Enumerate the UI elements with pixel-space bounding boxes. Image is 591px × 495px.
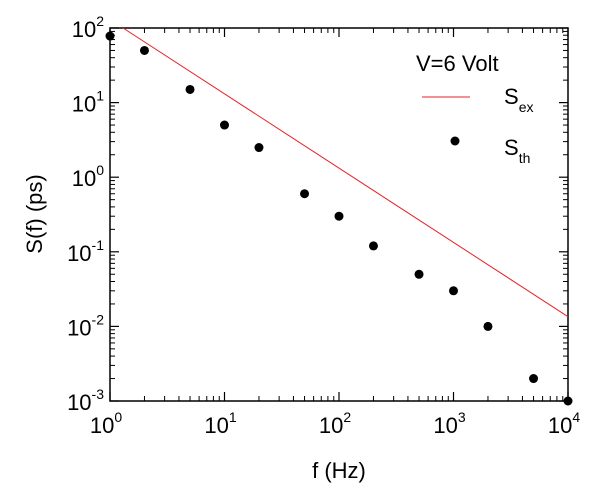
data-point-th bbox=[368, 241, 378, 251]
legend: V=6 Volt Sex Sth bbox=[416, 51, 533, 166]
x-tick-label: 101 bbox=[204, 409, 236, 438]
data-point-th bbox=[220, 120, 229, 130]
y-tick-label: 10-3 bbox=[67, 386, 104, 415]
y-tick-label: 10-2 bbox=[67, 311, 104, 340]
data-point-th bbox=[334, 211, 344, 221]
legend-entry-th-sub: th bbox=[519, 150, 531, 166]
legend-entry-ex-main: S bbox=[504, 84, 519, 109]
data-point-th bbox=[300, 189, 310, 199]
y-tick-label: 102 bbox=[72, 13, 104, 42]
legend-entry-ex: Sex bbox=[504, 84, 533, 115]
series-line-ex bbox=[122, 27, 569, 318]
legend-title: V=6 Volt bbox=[416, 51, 499, 76]
x-tick-label: 103 bbox=[433, 409, 465, 438]
data-point-th bbox=[483, 321, 493, 331]
data-point-th bbox=[529, 374, 539, 384]
y-tick-label: 101 bbox=[72, 88, 104, 117]
legend-entry-th: Sth bbox=[504, 135, 530, 166]
data-point-th bbox=[449, 286, 458, 296]
data-point-th bbox=[414, 269, 424, 279]
data-point-th bbox=[254, 143, 264, 153]
series-layer bbox=[105, 27, 573, 406]
legend-entry-ex-sub: ex bbox=[519, 99, 534, 115]
y-tick-label: 10-1 bbox=[67, 237, 104, 266]
data-point-th bbox=[139, 45, 149, 55]
data-point-th bbox=[563, 396, 573, 406]
y-axis-label: S(f) (ps) bbox=[22, 174, 47, 253]
x-tick-label: 100 bbox=[90, 409, 122, 438]
y-tick-label: 100 bbox=[72, 162, 104, 191]
x-tick-label: 102 bbox=[319, 409, 351, 438]
legend-dot-sample bbox=[450, 136, 460, 146]
x-axis-label: f (Hz) bbox=[312, 458, 366, 483]
x-tick-label: 104 bbox=[548, 409, 580, 438]
ticks-layer: 100 101 102 103 104 10-3 10-2 10-1 100 101 102 bbox=[67, 13, 580, 438]
data-point-th bbox=[185, 84, 195, 94]
legend-entry-th-main: S bbox=[504, 135, 519, 160]
data-point-th bbox=[105, 31, 115, 41]
